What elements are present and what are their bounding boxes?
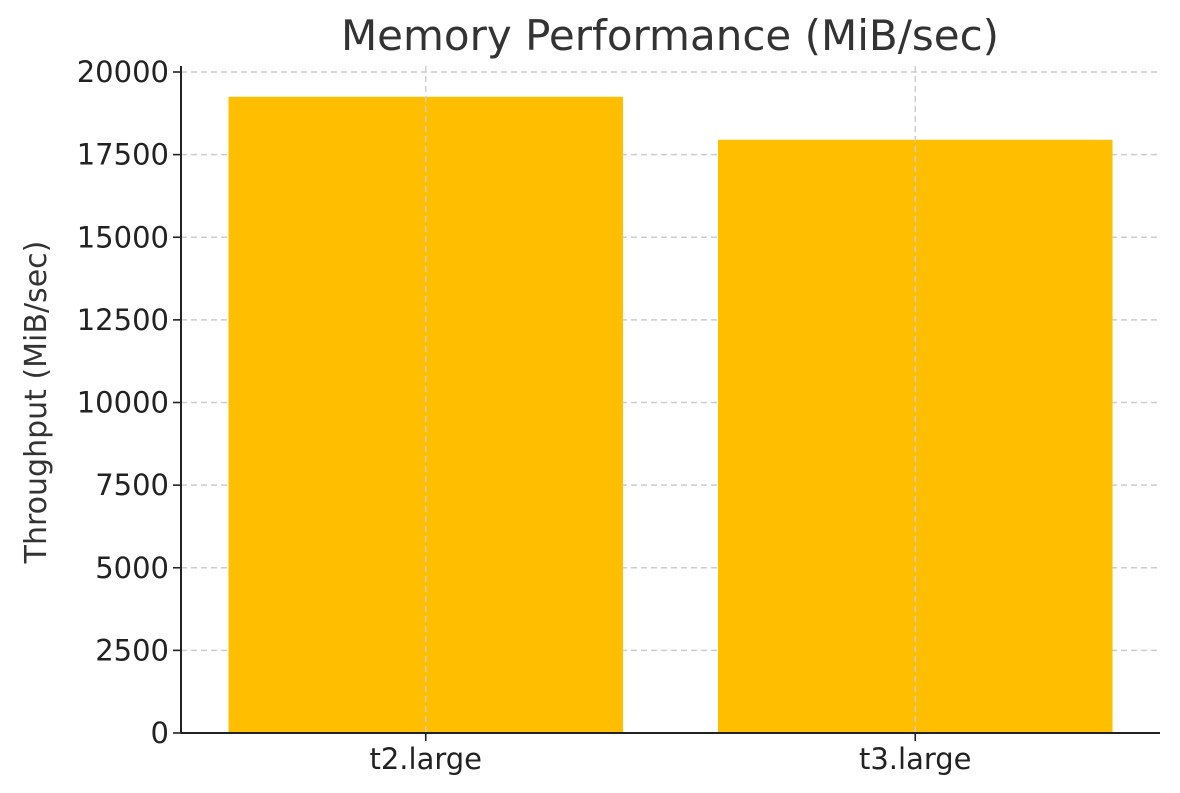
y-tick-label: 12500 [77, 303, 169, 337]
y-tick-label: 10000 [77, 386, 169, 420]
y-tick-label: 15000 [77, 220, 169, 254]
x-tick-label: t2.large [369, 742, 482, 776]
y-tick-label: 7500 [95, 468, 169, 502]
y-tick-label: 2500 [95, 633, 169, 667]
axes [173, 66, 1160, 741]
chart-title: Memory Performance (MiB/sec) [341, 11, 999, 60]
x-tick-label: t3.large [859, 742, 972, 776]
y-tick-label: 20000 [77, 55, 169, 89]
tick-labels: 0 2500 5000 7500 10000 12500 15000 17500 20000 t2… [77, 55, 972, 776]
y-tick-label: 0 [151, 716, 169, 750]
bars [228, 66, 1113, 734]
y-tick-label: 17500 [77, 138, 169, 172]
y-tick-label: 5000 [95, 551, 169, 585]
y-axis-label: Throughput (MiB/sec) [19, 241, 54, 565]
